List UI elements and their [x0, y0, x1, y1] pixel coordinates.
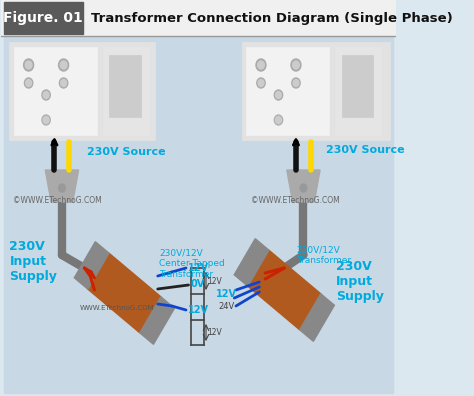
Circle shape — [59, 59, 69, 71]
Bar — [4, 37, 393, 393]
Circle shape — [60, 61, 67, 69]
Circle shape — [26, 80, 32, 86]
Circle shape — [25, 61, 32, 69]
Bar — [9, 42, 155, 140]
Polygon shape — [234, 239, 269, 286]
Circle shape — [258, 80, 264, 86]
Circle shape — [61, 80, 66, 86]
Polygon shape — [74, 242, 109, 289]
Circle shape — [59, 184, 65, 192]
Polygon shape — [287, 170, 320, 202]
Circle shape — [274, 90, 283, 100]
Circle shape — [42, 90, 50, 100]
Bar — [14, 47, 97, 135]
Polygon shape — [45, 170, 79, 202]
Circle shape — [43, 91, 49, 99]
Bar — [342, 55, 374, 117]
Text: 12V: 12V — [188, 305, 209, 315]
Text: ©WWW.ETechnoG.COM: ©WWW.ETechnoG.COM — [13, 196, 101, 205]
Circle shape — [293, 80, 299, 86]
Circle shape — [59, 78, 68, 88]
Bar — [103, 47, 148, 135]
Circle shape — [257, 78, 265, 88]
Polygon shape — [248, 250, 321, 330]
Text: Figure. 01: Figure. 01 — [3, 11, 82, 25]
Polygon shape — [140, 297, 174, 344]
Text: 12V: 12V — [188, 263, 209, 273]
Circle shape — [43, 116, 49, 124]
Circle shape — [25, 78, 33, 88]
Text: 12V: 12V — [216, 289, 237, 299]
Text: WWW.ETechnoG.COM: WWW.ETechnoG.COM — [80, 305, 155, 311]
Polygon shape — [88, 253, 161, 333]
Circle shape — [292, 78, 300, 88]
Text: 230V Source: 230V Source — [87, 147, 165, 157]
Bar — [246, 47, 329, 135]
Circle shape — [275, 116, 282, 124]
Circle shape — [274, 115, 283, 125]
Bar — [109, 55, 141, 117]
Text: ©WWW.ETechnoG.COM: ©WWW.ETechnoG.COM — [251, 196, 340, 205]
Circle shape — [275, 91, 282, 99]
Text: 230V
Input
Supply: 230V Input Supply — [9, 240, 57, 283]
Text: 0V: 0V — [190, 279, 204, 289]
Text: 230V
Input
Supply: 230V Input Supply — [336, 260, 384, 303]
Text: 230V/12V
Center Tapped
Transformer: 230V/12V Center Tapped Transformer — [159, 248, 225, 279]
Bar — [335, 47, 381, 135]
Text: 12V: 12V — [208, 276, 222, 286]
Text: 230V/12V
Transformer: 230V/12V Transformer — [297, 245, 351, 265]
Circle shape — [258, 61, 264, 69]
Text: 24V: 24V — [219, 302, 235, 311]
Bar — [4, 2, 83, 34]
Circle shape — [291, 59, 301, 71]
Polygon shape — [300, 294, 334, 341]
Bar — [242, 42, 390, 140]
Text: Transformer Connection Diagram (Single Phase): Transformer Connection Diagram (Single P… — [91, 11, 453, 25]
Bar — [1, 0, 396, 36]
Circle shape — [42, 115, 50, 125]
Circle shape — [292, 61, 299, 69]
Circle shape — [256, 59, 266, 71]
Text: 230V Source: 230V Source — [326, 145, 405, 155]
Circle shape — [24, 59, 34, 71]
Circle shape — [300, 184, 307, 192]
Text: 12V: 12V — [208, 328, 222, 337]
